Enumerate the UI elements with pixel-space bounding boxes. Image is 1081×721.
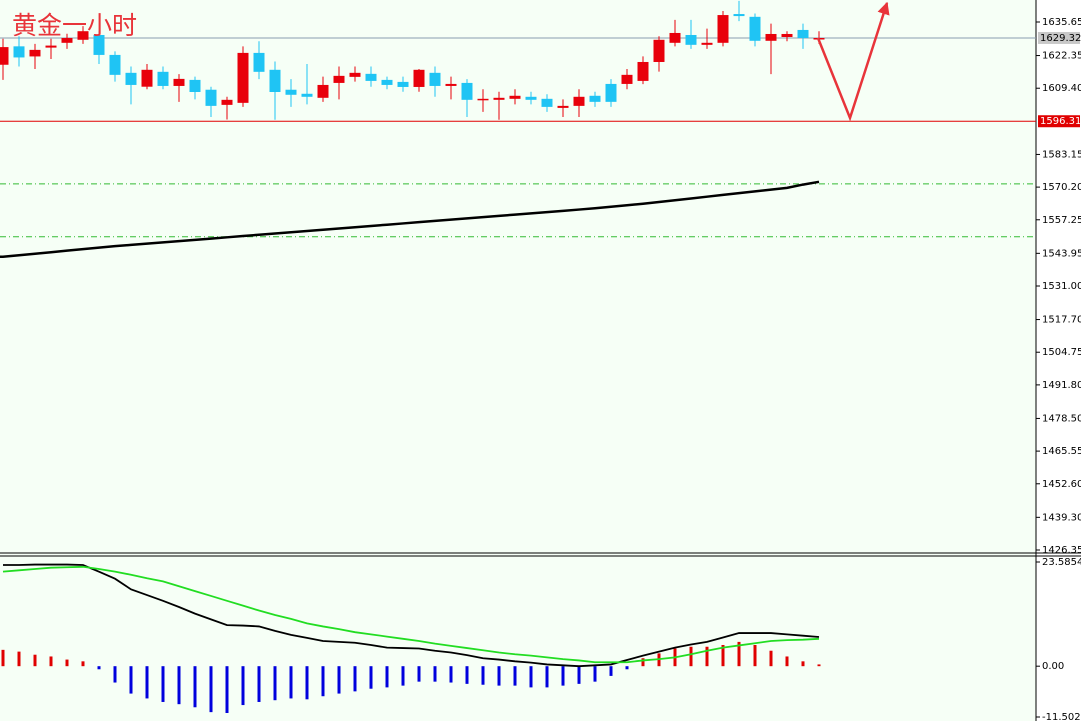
y-tick-label: 1426.35	[1042, 545, 1081, 556]
candle-body	[605, 83, 617, 102]
y-tick-label: 1478.50	[1042, 413, 1081, 424]
y-tick-label: 1504.75	[1042, 347, 1081, 358]
candle-body	[269, 69, 281, 93]
indicator-line	[3, 563, 820, 668]
candle-body	[381, 79, 393, 85]
candle-body	[301, 93, 313, 97]
y-tick-label: 1609.40	[1042, 83, 1081, 94]
candle-body	[621, 74, 633, 84]
candle-body	[669, 32, 681, 43]
candle-body	[765, 33, 777, 41]
candle-body	[573, 96, 585, 106]
y-tick-label: 1517.70	[1042, 315, 1081, 326]
candle-body	[13, 46, 25, 58]
candle-body	[541, 98, 553, 107]
candle-body	[461, 82, 473, 100]
y-tick-label: 1635.65	[1042, 17, 1081, 28]
candle-body	[61, 38, 73, 43]
candle-body	[477, 98, 489, 101]
y-tick-label: 1439.30	[1042, 512, 1081, 523]
moving-average	[0, 180, 820, 258]
candle-body	[221, 99, 233, 105]
candle-body	[173, 78, 185, 86]
candle-body	[445, 83, 457, 86]
candle-body	[29, 49, 41, 57]
candle-body	[397, 81, 409, 87]
y-tick-label: 1465.55	[1042, 446, 1081, 457]
y-tick-label: 1531.00	[1042, 281, 1081, 292]
candle-body	[589, 95, 601, 102]
candle-body	[189, 79, 201, 93]
candle-body	[205, 89, 217, 106]
candle-body	[0, 47, 9, 65]
candle-body	[237, 52, 249, 103]
y-tick-label: 1452.60	[1042, 479, 1081, 490]
candle-body	[701, 42, 713, 45]
y-tick-label: 1557.25	[1042, 215, 1081, 226]
candle-body	[429, 72, 441, 86]
y-tick-label: 23.5854	[1042, 557, 1081, 568]
candle-body	[781, 33, 793, 38]
candle-body	[349, 72, 361, 77]
y-tick-label: 1583.15	[1042, 149, 1081, 160]
chart-title: 黄金一小时	[12, 11, 137, 40]
y-tick-label: 1543.95	[1042, 248, 1081, 259]
y-tick-label: 0.00	[1042, 661, 1064, 672]
candle-body	[253, 52, 265, 72]
candle-body	[557, 105, 569, 108]
y-tick-label: 1622.35	[1042, 51, 1081, 62]
candle-body	[733, 14, 745, 17]
candle-body	[365, 73, 377, 81]
y-tick-label: -11.502	[1042, 712, 1081, 721]
candle-body	[749, 16, 761, 41]
candle-body	[333, 75, 345, 83]
candle-body	[797, 29, 809, 39]
plot-background	[0, 0, 1036, 721]
price-level-label: 1629.32	[1040, 33, 1081, 44]
y-tick-label: 1491.80	[1042, 380, 1081, 391]
candle-body	[493, 97, 505, 100]
price-level-label: 1596.31	[1040, 116, 1081, 127]
candle-body	[45, 45, 57, 48]
candle-body	[125, 72, 137, 85]
candle-body	[717, 15, 729, 43]
candle-body	[637, 61, 649, 81]
candle-body	[157, 71, 169, 86]
candle-body	[109, 54, 121, 75]
price-level-tag	[1038, 115, 1080, 128]
candle-body	[509, 95, 521, 99]
candle-body	[317, 84, 329, 98]
candle-body	[525, 96, 537, 100]
candle-body	[413, 69, 425, 87]
candle-body	[93, 34, 105, 55]
candle-body	[285, 89, 297, 95]
y-tick-label: 1570.20	[1042, 182, 1081, 193]
price-level-tag	[1038, 31, 1080, 44]
forecast-arrow	[816, 1, 890, 122]
candle-body	[653, 39, 665, 62]
indicator-line	[2, 565, 820, 664]
candle-body	[685, 34, 697, 45]
candle-body	[141, 69, 153, 87]
candle-body	[77, 31, 89, 40]
